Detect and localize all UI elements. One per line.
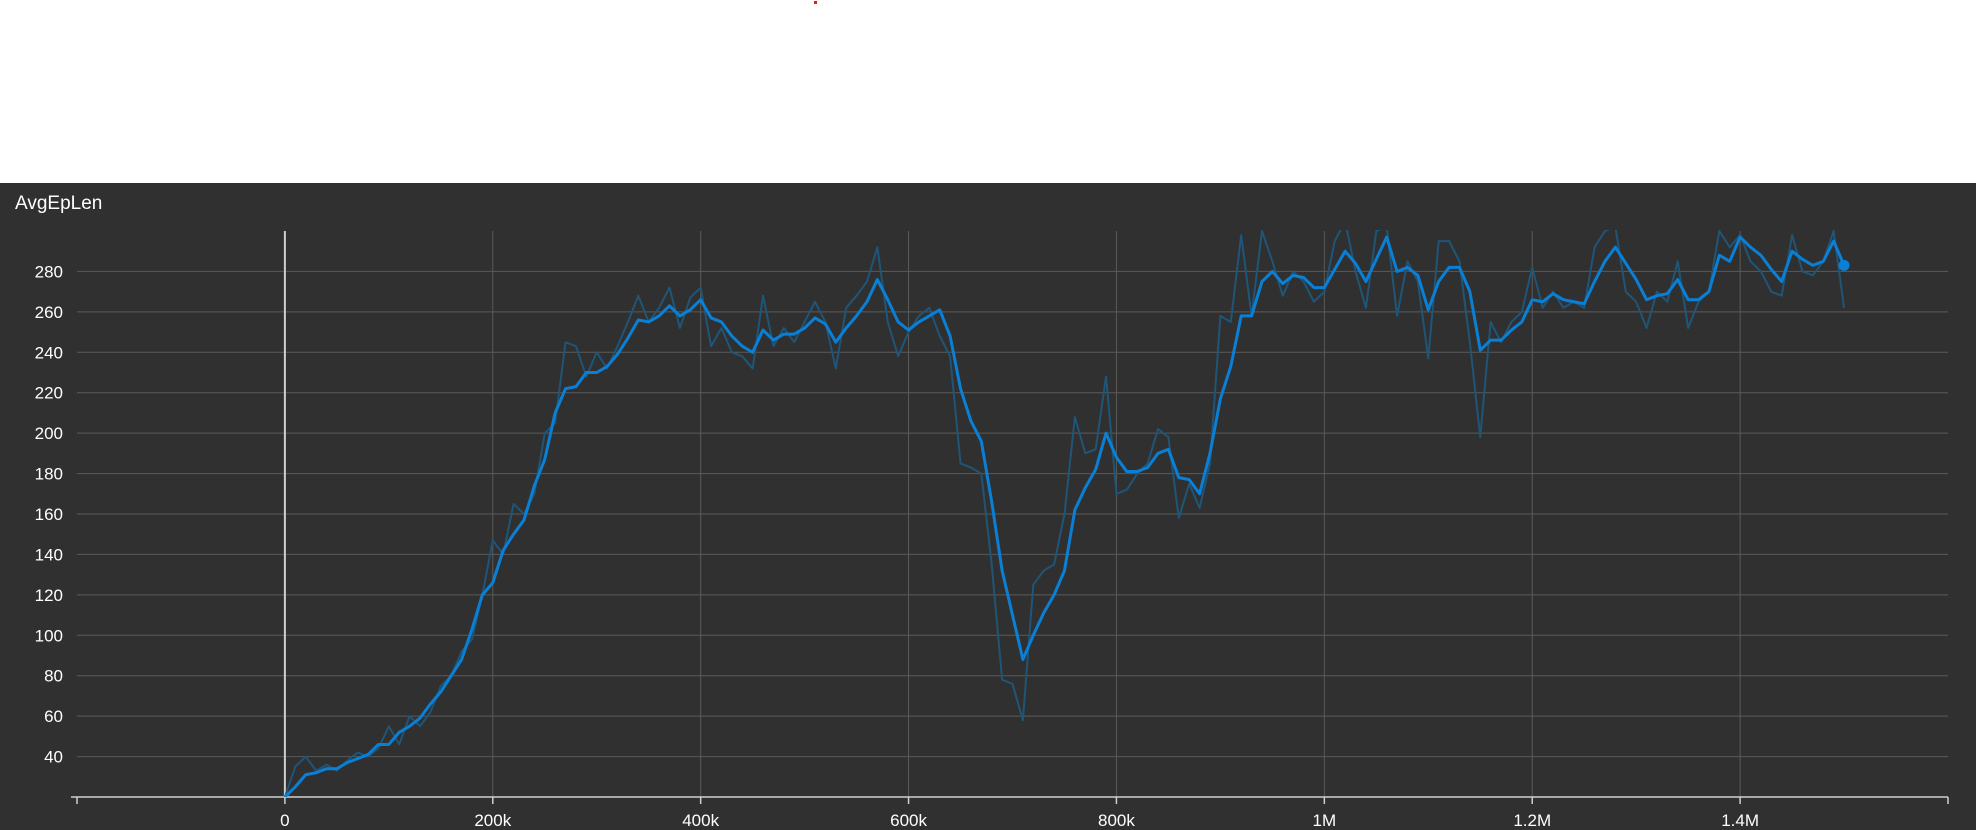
y-tick-label: 160 [35, 505, 63, 524]
y-tick-label: 200 [35, 424, 63, 443]
x-tick-label: 1.4M [1721, 811, 1759, 830]
y-tick-label: 140 [35, 545, 63, 564]
x-tick-label: 600k [890, 811, 927, 830]
y-tick-label: 220 [35, 384, 63, 403]
y-tick-label: 60 [44, 707, 63, 726]
x-tick-label: 200k [474, 811, 511, 830]
x-tick-label: 1.2M [1513, 811, 1551, 830]
top-blank-area [0, 0, 1976, 183]
chart-panel: AvgEpLen 40 60 80 100 120 140 160 180 200 220 240 2… [0, 183, 1976, 830]
y-tick-label: 40 [44, 748, 63, 767]
tick-labels: 40 60 80 100 120 140 160 180 200 220 240 260 280 0 200… [35, 262, 1759, 830]
series-layer [283, 230, 1850, 797]
y-tick-label: 240 [35, 343, 63, 362]
y-tick-label: 260 [35, 303, 63, 322]
grid-layer [77, 231, 1948, 797]
axis-layer [71, 796, 1949, 804]
y-tick-label: 280 [35, 262, 63, 281]
x-tick-label: 1M [1313, 811, 1337, 830]
smoothed-series-line [283, 235, 1846, 797]
x-tick-label: 800k [1098, 811, 1135, 830]
y-tick-label: 120 [35, 586, 63, 605]
y-tick-label: 100 [35, 626, 63, 645]
y-tick-label: 80 [44, 667, 63, 686]
x-tick-label: 400k [682, 811, 719, 830]
panel-title: AvgEpLen [15, 193, 103, 214]
line-chart[interactable]: 40 60 80 100 120 140 160 180 200 220 240 260 280 0 200… [0, 183, 1976, 830]
y-tick-label: 180 [35, 465, 63, 484]
raw-series-line [283, 230, 1846, 797]
x-tick-label: 0 [280, 811, 289, 830]
series-end-marker[interactable] [1838, 259, 1850, 271]
red-marker-dot [814, 1, 817, 4]
